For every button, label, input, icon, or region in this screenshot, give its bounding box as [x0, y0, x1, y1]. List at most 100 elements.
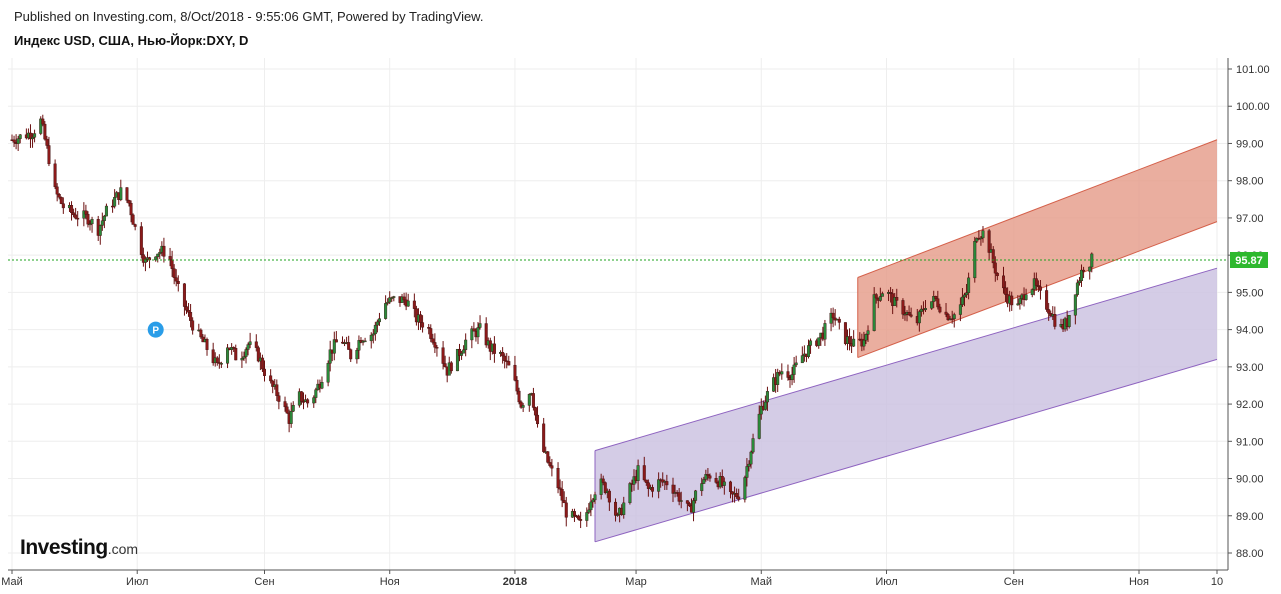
candle-down [189, 312, 193, 321]
candle-up [806, 345, 810, 357]
candle-down [1010, 295, 1014, 306]
candle-up [800, 355, 804, 364]
candle-down [837, 318, 841, 323]
candle-down [449, 362, 453, 372]
x-tick-label: Июл [126, 576, 148, 588]
candle-up [226, 347, 230, 364]
candle-down [215, 357, 219, 363]
candle-up [371, 333, 375, 336]
candle-up [852, 338, 856, 347]
candle-down [642, 465, 646, 481]
candle-down [646, 482, 650, 489]
candle-up [622, 502, 626, 515]
candle-down [254, 341, 258, 348]
candle-down [946, 314, 950, 321]
candle-down [1036, 285, 1040, 288]
candle-down [895, 297, 899, 301]
candle-up [242, 356, 246, 359]
candle-down [671, 484, 675, 494]
candle-down [59, 197, 63, 204]
candle-down [431, 338, 435, 343]
candle-up [704, 474, 708, 480]
candle-up [373, 324, 377, 335]
candle-down [441, 347, 445, 364]
candle-down [661, 479, 665, 483]
candle-up [476, 327, 480, 338]
dividend-marker [147, 321, 164, 338]
candle-down [607, 490, 611, 503]
candle-down [205, 339, 209, 350]
candles [10, 114, 1094, 529]
overlay: 95.87 P [8, 251, 1268, 338]
y-tick-label: 88.00 [1236, 548, 1264, 560]
candle-up [289, 410, 293, 424]
candle-up [455, 348, 459, 372]
candle-down [211, 349, 215, 364]
candle-up [745, 466, 749, 478]
logo-main: Investing [20, 536, 108, 559]
candle-down [133, 224, 137, 227]
candle-down [458, 348, 462, 356]
candle-down [256, 347, 260, 362]
candle-up [862, 339, 866, 347]
candle-down [708, 475, 712, 479]
candle-up [591, 499, 595, 503]
candle-down [45, 138, 49, 146]
y-tick-label: 90.00 [1236, 474, 1264, 486]
candle-up [158, 252, 162, 255]
candle-up [156, 253, 160, 258]
candle-down [909, 314, 913, 317]
candle-up [765, 391, 769, 403]
candle-down [515, 380, 519, 392]
candle-down [277, 395, 281, 402]
x-tick-label: Сен [1004, 576, 1024, 588]
candle-up [1075, 282, 1079, 295]
candle-up [1077, 280, 1081, 284]
candle-down [550, 465, 554, 469]
candle-down [285, 406, 289, 414]
candle-down [536, 414, 540, 425]
candle-up [817, 337, 821, 346]
candle-up [981, 230, 985, 239]
candle-up [757, 413, 761, 439]
candle-up [1088, 266, 1092, 272]
candle-down [125, 187, 129, 201]
channels [594, 139, 1218, 543]
candle-up [967, 277, 971, 293]
dividend-marker-label: P [152, 326, 159, 337]
candle-up [390, 297, 394, 299]
candle-down [269, 375, 273, 382]
candle-up [386, 301, 390, 304]
candle-up [903, 313, 907, 316]
candle-down [614, 501, 618, 516]
candle-down [579, 519, 583, 521]
candle-up [1073, 294, 1077, 316]
candle-down [533, 407, 537, 416]
channel-upper-bottom [857, 221, 1218, 359]
candle-up [18, 134, 22, 139]
candle-down [720, 476, 724, 486]
candle-down [349, 349, 353, 360]
candle-down [86, 213, 90, 225]
candle-up [702, 479, 706, 484]
candle-up [326, 363, 330, 383]
candle-up [90, 219, 94, 225]
candle-up [98, 225, 102, 236]
candle-down [139, 226, 143, 255]
candle-down [271, 380, 275, 387]
candle-up [930, 301, 934, 309]
candle-down [786, 371, 790, 378]
channel-lower-fill [595, 268, 1217, 542]
candle-down [55, 186, 59, 195]
candle-down [43, 123, 47, 140]
candle-down [572, 511, 576, 516]
candle-down [427, 327, 431, 329]
candle-down [176, 280, 180, 284]
candle-up [864, 334, 868, 341]
candle-down [907, 312, 911, 316]
candle-down [402, 296, 406, 301]
candle-up [829, 312, 833, 324]
candle-down [53, 163, 57, 188]
candle-up [872, 294, 876, 331]
candle-down [433, 342, 437, 348]
